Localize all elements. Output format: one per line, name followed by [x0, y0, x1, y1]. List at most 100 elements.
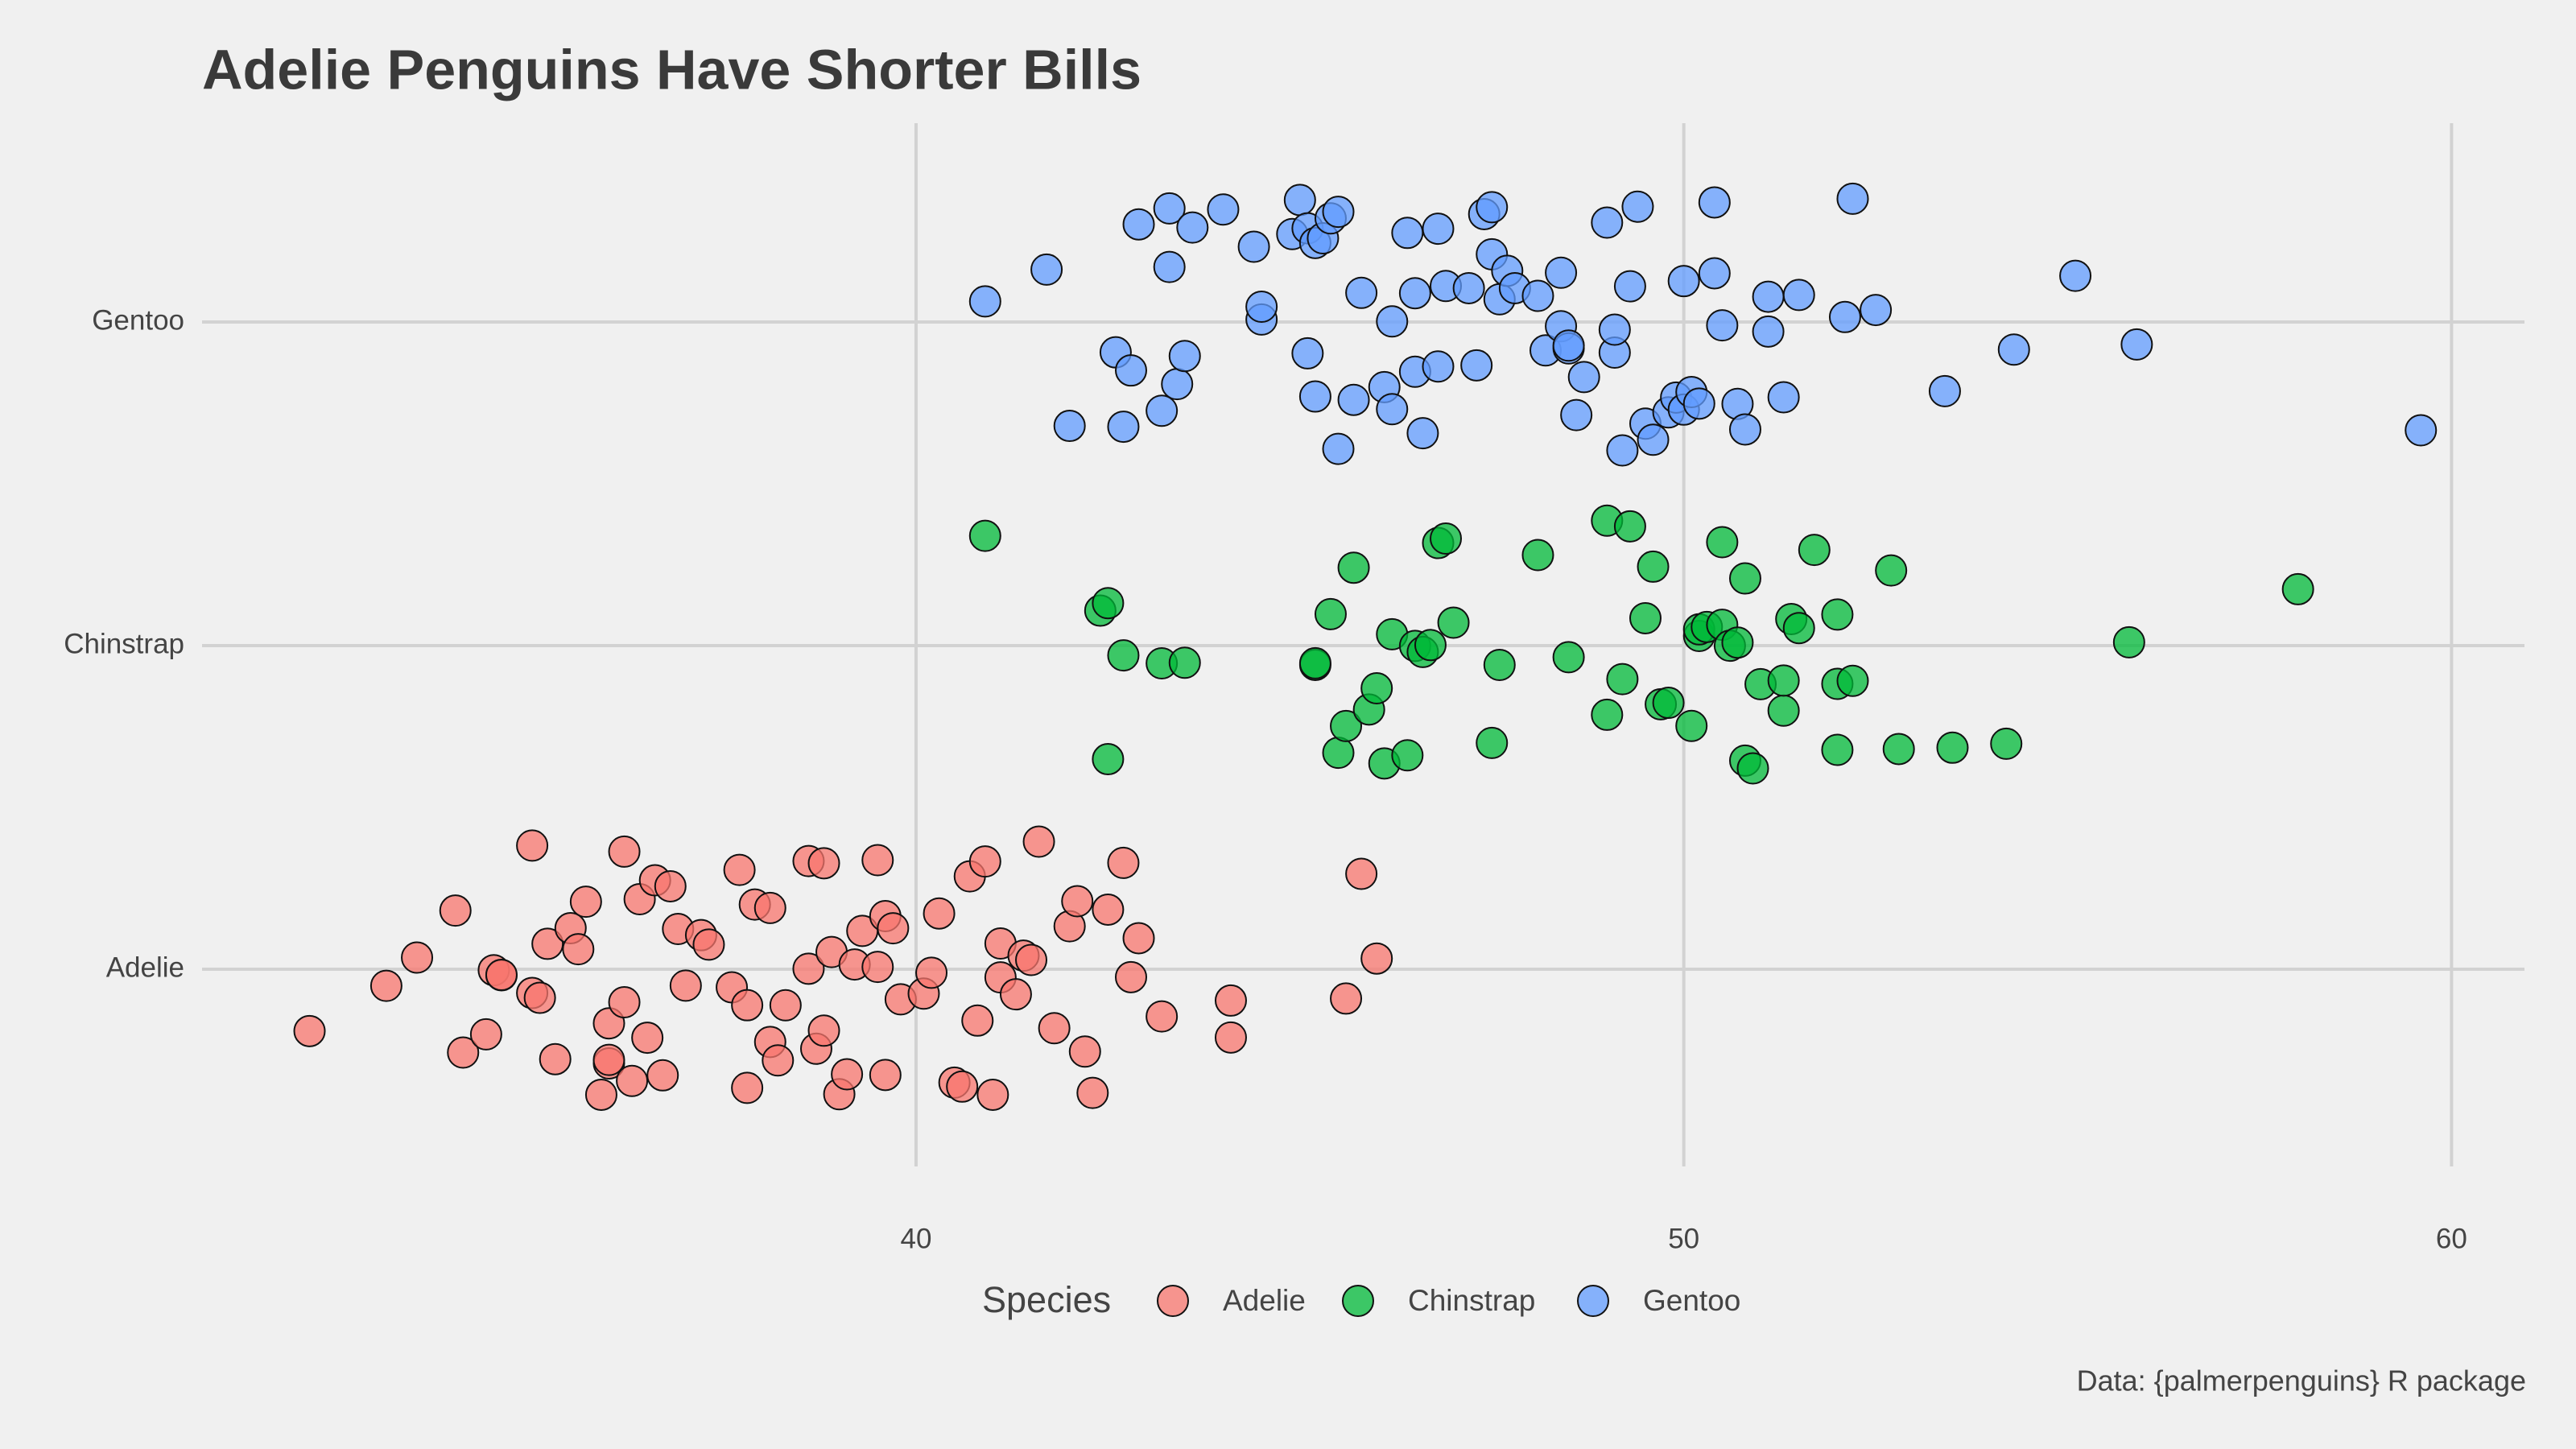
point	[1613, 510, 1646, 543]
point	[1153, 192, 1186, 225]
point	[1782, 612, 1815, 645]
point	[1560, 398, 1593, 431]
point	[807, 1014, 840, 1047]
point	[1330, 709, 1363, 742]
point	[2405, 414, 2438, 447]
point	[369, 969, 402, 1002]
point	[1552, 329, 1585, 362]
point	[1107, 639, 1140, 672]
point	[877, 912, 910, 945]
point	[1875, 554, 1908, 587]
x-tick-label: 60	[2436, 1223, 2467, 1254]
point	[1176, 211, 1209, 244]
point	[1606, 663, 1639, 696]
point	[1521, 279, 1554, 312]
legend-key	[1342, 1285, 1374, 1317]
point	[1092, 587, 1125, 620]
point	[831, 1058, 864, 1091]
point	[1422, 213, 1455, 246]
point	[1168, 340, 1201, 373]
point	[1406, 417, 1439, 450]
point	[531, 927, 564, 960]
point	[1068, 1035, 1101, 1068]
point	[608, 985, 641, 1018]
point	[1360, 671, 1393, 704]
x-tick-label: 50	[1668, 1223, 1699, 1254]
point	[753, 891, 786, 924]
point	[293, 1014, 326, 1047]
point	[769, 989, 802, 1022]
point	[1283, 184, 1316, 217]
point	[608, 835, 641, 868]
point	[1337, 551, 1370, 584]
point	[1728, 413, 1761, 446]
point	[861, 844, 894, 877]
point	[1398, 277, 1431, 310]
point	[1591, 698, 1624, 731]
point	[999, 978, 1032, 1011]
point	[923, 897, 956, 930]
point	[1598, 313, 1631, 346]
point	[2120, 328, 2153, 361]
point	[1752, 315, 1785, 348]
point	[1828, 300, 1861, 333]
point	[1430, 522, 1463, 555]
legend-label: Adelie	[1223, 1284, 1306, 1317]
point	[669, 969, 702, 1002]
point	[1782, 279, 1815, 312]
point	[1298, 646, 1331, 679]
point	[968, 845, 1001, 878]
legend-label: Gentoo	[1643, 1284, 1740, 1317]
point	[861, 951, 894, 984]
point	[1767, 664, 1800, 697]
point	[646, 1059, 679, 1092]
point	[792, 952, 825, 985]
point	[2281, 572, 2314, 605]
point	[2112, 625, 2145, 658]
point	[692, 928, 725, 961]
point	[762, 1044, 795, 1077]
point	[616, 1064, 649, 1097]
point	[1706, 309, 1739, 342]
legend-title: Species	[982, 1279, 1111, 1320]
point	[439, 894, 472, 927]
point	[807, 847, 840, 880]
point	[1437, 606, 1470, 639]
point	[1667, 265, 1700, 298]
point	[1990, 727, 2023, 760]
point	[1376, 393, 1409, 426]
point	[1613, 270, 1646, 303]
x-tick-label: 40	[900, 1223, 931, 1254]
point	[1552, 641, 1585, 674]
point	[1545, 256, 1578, 289]
point	[1022, 825, 1055, 858]
point	[1836, 664, 1869, 697]
point	[631, 1022, 664, 1055]
point	[1053, 410, 1086, 443]
legend-label: Chinstrap	[1408, 1284, 1535, 1317]
legend-key	[1577, 1285, 1609, 1317]
point	[1637, 423, 1670, 456]
point	[946, 1070, 979, 1103]
legend-key	[1157, 1285, 1189, 1317]
point	[1092, 743, 1125, 776]
point	[1521, 539, 1554, 572]
point	[915, 956, 948, 989]
point	[1107, 846, 1140, 879]
point	[1153, 250, 1186, 283]
point	[1682, 387, 1715, 420]
point	[1675, 709, 1708, 742]
point	[1936, 731, 1969, 764]
point	[1821, 598, 1854, 631]
point	[1345, 276, 1378, 309]
point	[1567, 361, 1600, 394]
point	[1706, 526, 1739, 559]
point	[1146, 394, 1179, 427]
point	[1698, 257, 1731, 290]
point	[1698, 186, 1731, 219]
point	[1076, 1076, 1109, 1109]
point	[1997, 333, 2030, 366]
point	[569, 886, 602, 919]
point	[1322, 196, 1355, 229]
